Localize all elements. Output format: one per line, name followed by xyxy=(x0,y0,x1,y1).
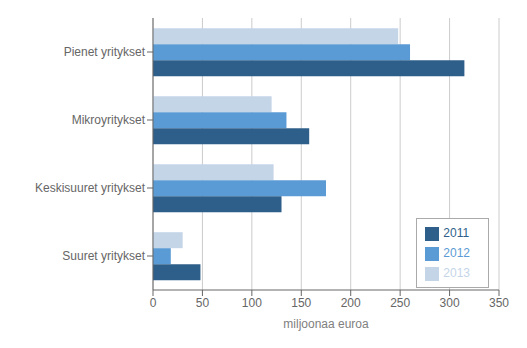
svg-text:0: 0 xyxy=(150,296,157,310)
svg-text:250: 250 xyxy=(390,296,410,310)
svg-text:Pienet yritykset: Pienet yritykset xyxy=(64,45,146,59)
html-text:2012: 2012 xyxy=(443,246,470,260)
html-text:2011: 2011 xyxy=(443,226,470,240)
svg-text:100: 100 xyxy=(242,296,262,310)
html-text:2013: 2013 xyxy=(443,266,470,280)
svg-text:300: 300 xyxy=(440,296,460,310)
svg-text:50: 50 xyxy=(196,296,210,310)
svg-text:150: 150 xyxy=(291,296,311,310)
svg-text:miljoonaa euroa: miljoonaa euroa xyxy=(283,317,369,331)
svg-text:350: 350 xyxy=(489,296,509,310)
svg-text:Keskisuuret yritykset: Keskisuuret yritykset xyxy=(35,181,146,195)
svg-text:Mikroyritykset: Mikroyritykset xyxy=(72,113,146,127)
svg-text:200: 200 xyxy=(341,296,361,310)
svg-text:Suuret yritykset: Suuret yritykset xyxy=(62,249,145,263)
